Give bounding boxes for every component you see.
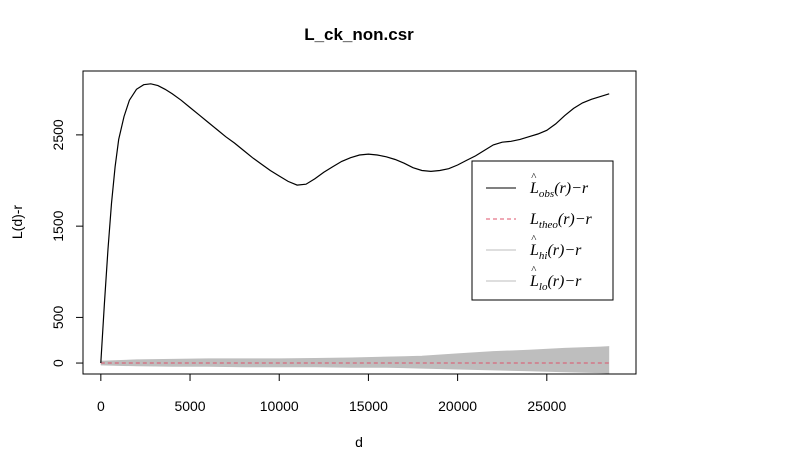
legend-hat-obs: ^ [531, 171, 537, 183]
legend-label-obs: Lobs(r)−r [529, 180, 589, 200]
x-tick-label: 20000 [438, 398, 477, 414]
x-tick-label: 5000 [174, 398, 205, 414]
y-tick-label: 0 [50, 359, 66, 367]
y-tick-label: 2500 [50, 119, 66, 150]
series-line-layer [100, 83, 610, 374]
x-tick-label: 25000 [527, 398, 566, 414]
legend-label-lo: Llo(r)−r [529, 273, 582, 293]
x-axis-label: d [355, 434, 363, 450]
y-tick-label: 1500 [50, 210, 66, 241]
x-axis: 0 5000 10000 15000 20000 25000 [97, 373, 566, 414]
x-tick-label: 15000 [349, 398, 388, 414]
x-tick-label: 0 [97, 398, 105, 414]
legend-hat-hi: ^ [531, 233, 537, 245]
series-line-hi [100, 346, 610, 362]
legend-label-theo: Ltheo(r)−r [529, 211, 593, 231]
legend-hat-lo: ^ [531, 264, 537, 276]
legend-label-hi: Lhi(r)−r [529, 242, 582, 262]
chart-title: L_ck_non.csr [304, 25, 414, 44]
x-tick-label: 10000 [260, 398, 299, 414]
legend-box [471, 160, 614, 301]
y-axis-label: L(d)-r [9, 205, 25, 240]
series-line-lo [100, 364, 610, 374]
series-line-obs [100, 83, 610, 364]
y-axis: 0 500 1500 2500 [50, 119, 84, 367]
y-tick-label: 500 [50, 306, 66, 330]
